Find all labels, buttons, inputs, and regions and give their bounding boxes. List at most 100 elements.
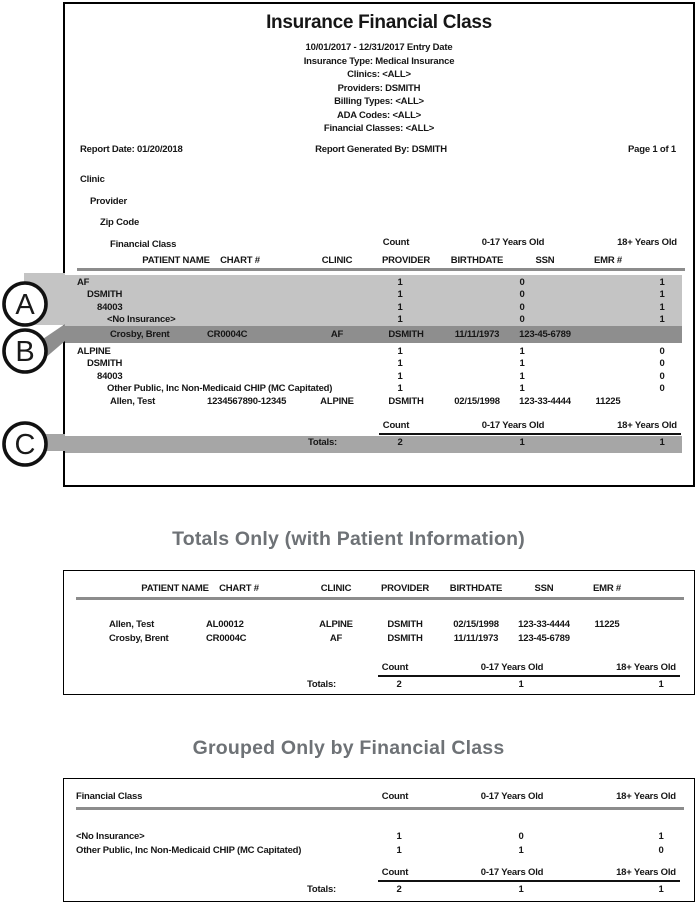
stat-header-0-17: 0-17 Years Old [480,791,544,802]
cell-count: 1 [397,289,403,301]
financial-class-label: <No Insurance> [76,831,145,842]
cell-18plus: 1 [658,884,664,895]
report-parameter: ADA Codes: <ALL> [336,109,422,121]
cell-count: 2 [396,679,402,690]
cell-patient-name: Allen, Test [109,619,155,630]
cell-count: 1 [397,277,403,288]
stat-header-18plus: 18+ Years Old [616,662,676,673]
report-parameter: Insurance Type: Medical Insurance [303,55,455,67]
stat-header-18plus: 18+ Years Old [616,867,676,878]
report-main-box: Insurance Financial Class 10/01/2017 - 1… [63,2,695,487]
cell-patient-name: Allen, Test [110,395,156,407]
column-header: CLINIC [321,255,353,266]
cell-provider: DSMITH [387,633,423,644]
cell-ssn: 123-45-6789 [518,633,570,644]
header-rule [77,268,685,271]
section-heading-totals-only: Totals Only (with Patient Information) [172,528,525,550]
cell-clinic: ALPINE [320,395,354,407]
cell-18plus: 1 [658,679,664,690]
callout-c-label: C [15,429,36,461]
stat-header-count: Count [382,420,410,431]
cell-0-17: 1 [519,370,525,382]
summary-row-label: 84003 [97,301,123,313]
cell-birthdate: 02/15/1998 [453,619,499,630]
stat-header-count: Count [381,867,409,878]
highlight-band-c [65,436,682,453]
summary-row-label: DSMITH [87,358,123,370]
financial-class-label: Other Public, Inc Non-Medicaid CHIP (MC … [76,845,302,856]
cell-clinic: AF [330,329,344,340]
highlight-band-a [65,275,682,327]
cell-patient-name: Crosby, Brent [110,329,170,340]
column-header: EMR # [592,583,622,594]
group-label-provider: Provider [90,195,127,207]
cell-18plus: 0 [659,358,665,370]
cell-chart-number: CR0004C [206,633,247,644]
cell-clinic: AF [329,633,343,644]
cell-0-17: 1 [519,437,525,448]
report-totals-only-box: PATIENT NAME CHART # CLINIC PROVIDER BIRTHDA… [63,570,695,695]
generated-by: Report Generated By: DSMITH [315,144,447,155]
report-title: Insurance Financial Class [266,12,492,33]
cell-0-17: 1 [519,346,525,357]
stat-header-18plus: 18+ Years Old [617,420,677,431]
cell-emr-number: 11225 [594,619,620,630]
cell-18plus: 0 [659,370,665,382]
column-header: PROVIDER [381,255,431,266]
cell-0-17: 1 [518,884,524,895]
summary-row-label: 84003 [97,370,123,382]
header-rule [76,807,684,810]
column-header: PROVIDER [380,583,430,594]
totals-label: Totals: [306,679,336,690]
cell-0-17: 1 [518,845,524,856]
column-header: PATIENT NAME [141,583,209,594]
stat-header-0-17: 0-17 Years Old [480,867,544,878]
stat-header-0-17: 0-17 Years Old [481,420,545,431]
summary-row-label: ALPINE [77,346,111,357]
cell-emr-number: 11225 [595,395,621,407]
report-parameter: Billing Types: <ALL> [334,96,424,107]
totals-underline [378,880,680,882]
summary-row-label: <No Insurance> [107,314,176,326]
cell-18plus: 1 [658,831,664,842]
cell-chart-number: AL00012 [206,619,244,630]
section-heading-grouped: Grouped Only by Financial Class [192,737,505,759]
cell-provider: DSMITH [387,619,423,630]
cell-birthdate: 11/11/1973 [453,633,499,644]
cell-provider: DSMITH [388,329,424,340]
callout-c-circle [2,421,48,467]
cell-ssn: 123-33-4444 [519,395,571,407]
cell-chart-number: 1234567890-12345 [207,395,287,407]
summary-row-label: AF [77,277,90,288]
cell-18plus: 0 [658,845,664,856]
callout-a-label: A [15,289,35,321]
cell-clinic: ALPINE [319,619,353,630]
highlight-band-b [65,326,682,343]
cell-0-17: 1 [519,358,525,370]
stat-header-0-17: 0-17 Years Old [481,237,545,248]
column-header: CLINIC [320,583,352,594]
callout-b-circle [2,328,48,374]
cell-0-17: 0 [519,277,525,288]
stat-header-18plus: 18+ Years Old [617,237,677,248]
totals-label: Totals: [306,884,336,895]
cell-0-17: 0 [518,831,524,842]
cell-18plus: 1 [659,277,665,288]
page-indicator: Page 1 of 1 [628,144,676,155]
column-header: EMR # [593,255,623,266]
cell-count: 1 [397,301,403,313]
cell-0-17: 0 [519,301,525,313]
column-header: PATIENT NAME [142,255,210,266]
cell-18plus: 1 [659,301,665,313]
totals-underline [379,433,681,435]
column-header: BIRTHDATE [450,255,504,266]
cell-0-17: 0 [519,289,525,301]
cell-0-17: 1 [518,679,524,690]
column-header: CHART # [220,255,260,266]
cell-18plus: 1 [659,437,665,448]
cell-count: 1 [397,370,403,382]
report-parameter: Financial Classes: <ALL> [323,123,435,134]
cell-count: 1 [397,314,403,326]
summary-row-label: DSMITH [87,289,123,301]
